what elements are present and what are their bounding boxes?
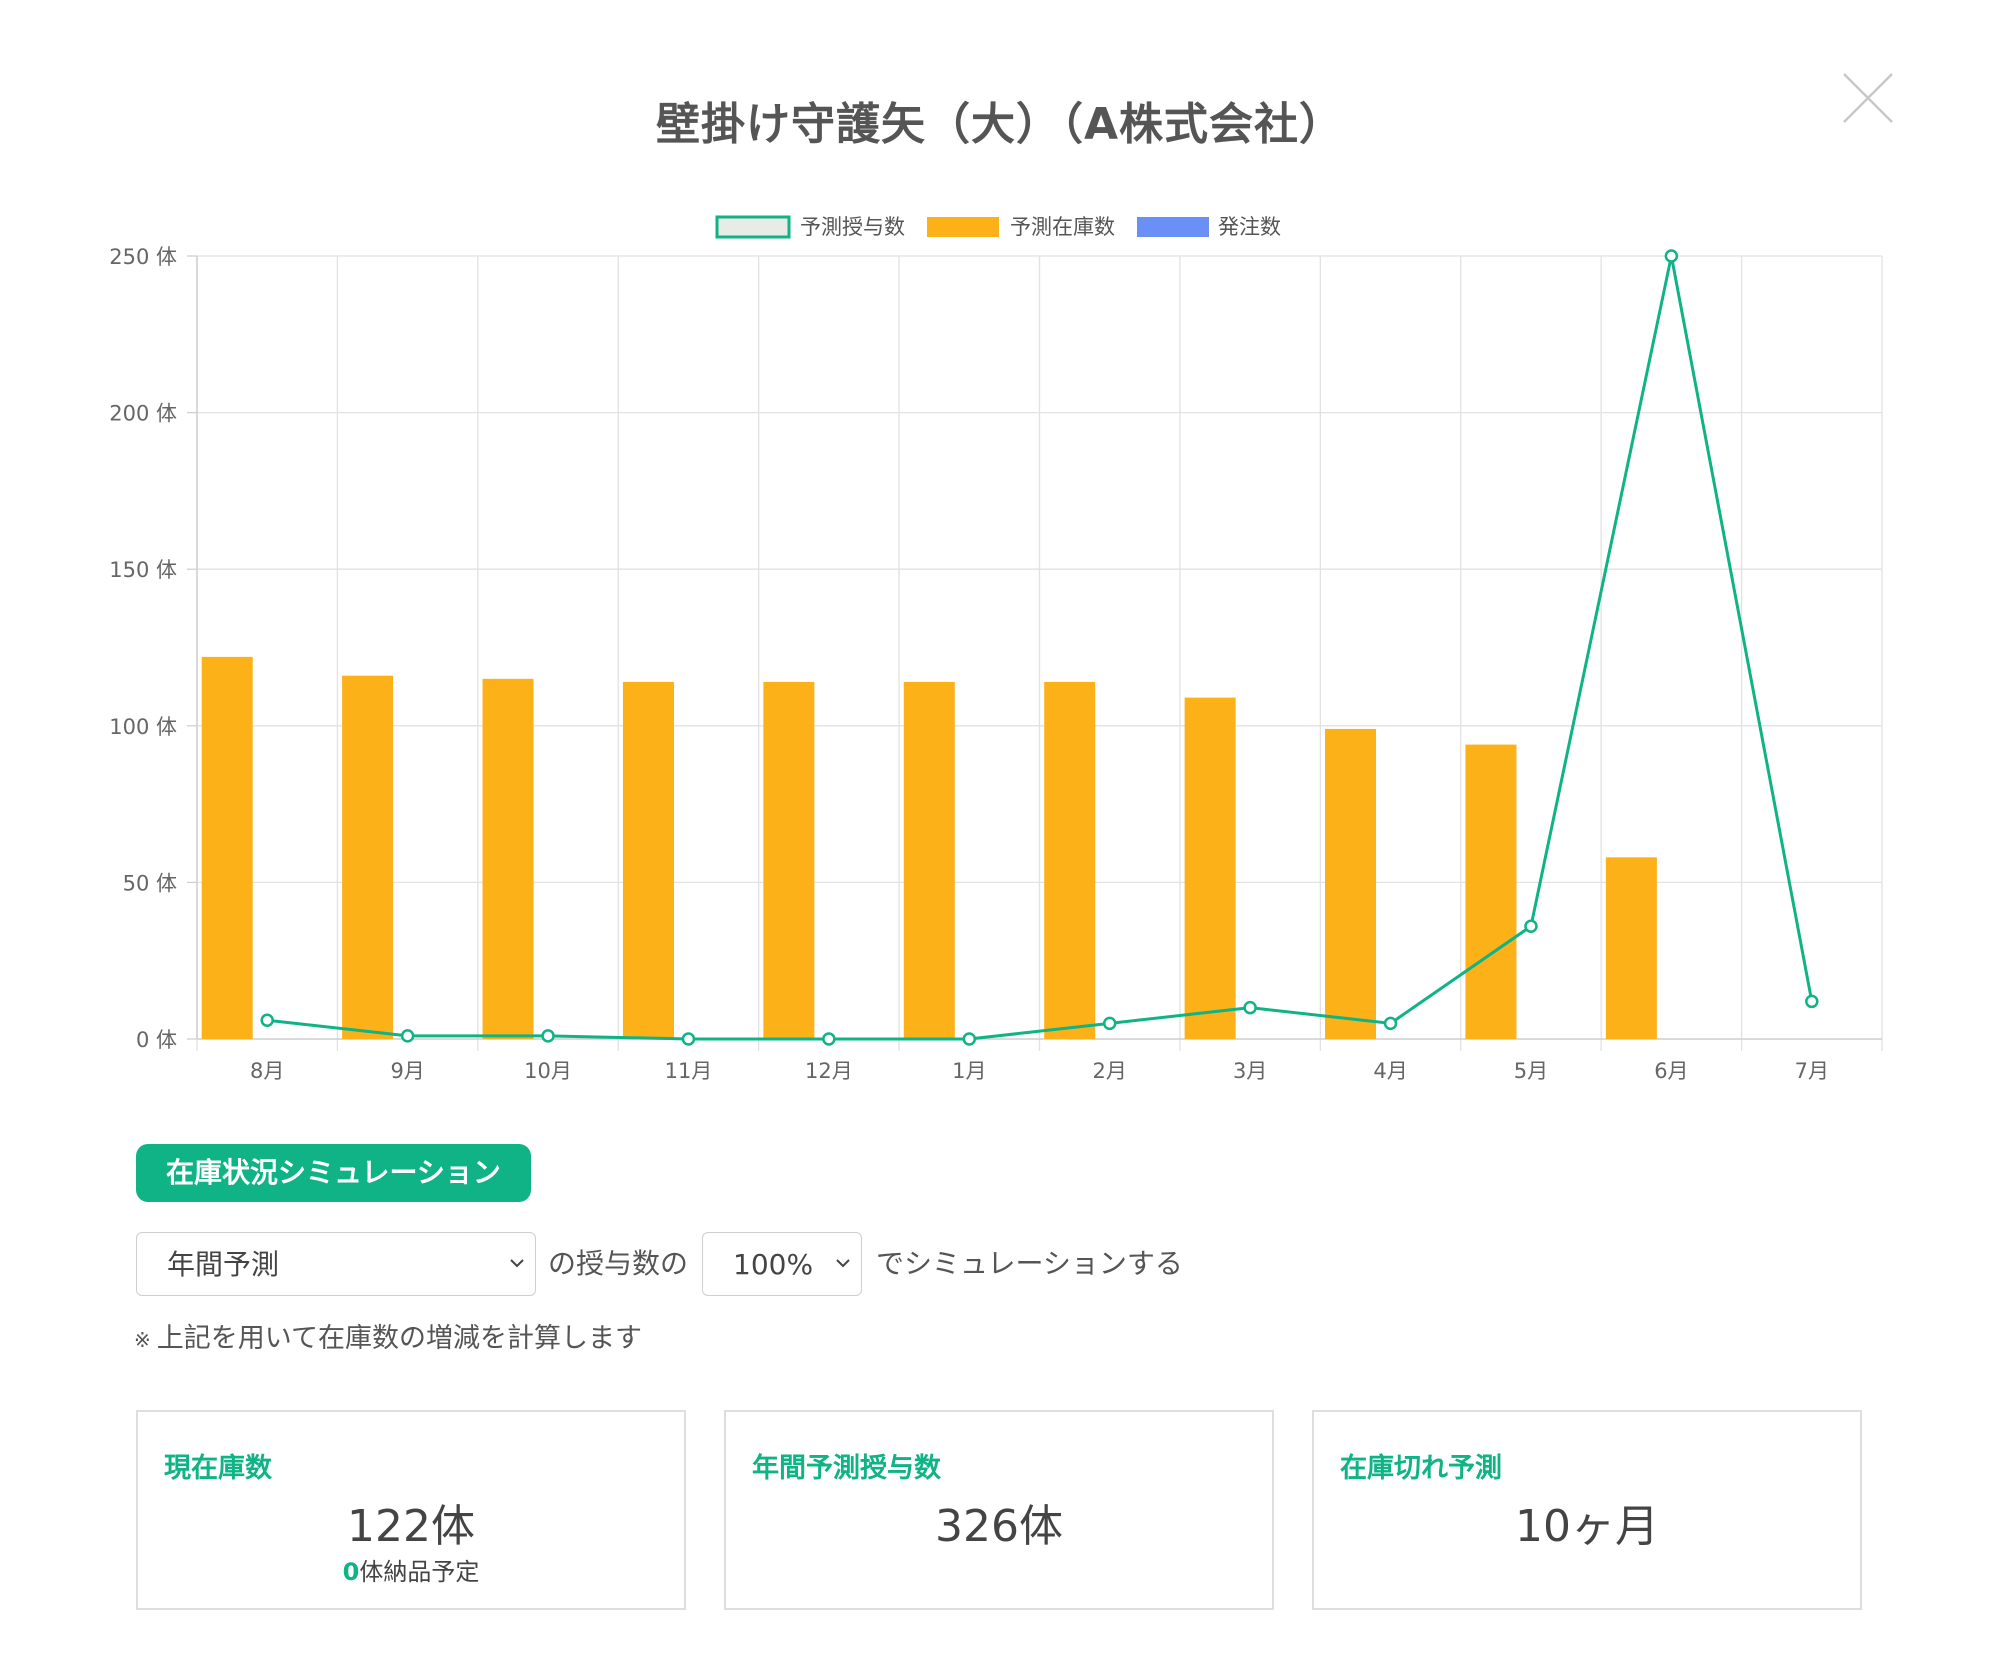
note-mark: ※: [134, 1328, 151, 1352]
line-point: [1102, 1016, 1117, 1031]
chart-container: 0 体 50 体 100 体 150 体 200 体 250 体 8月 9月 10月 11月 12月…: [0, 200, 2000, 1083]
bar-stock: [482, 678, 534, 1039]
x-tick-label: 5月: [1514, 1059, 1548, 1080]
period-select-value: 年間予測: [167, 1248, 280, 1281]
bar-stock: [1605, 857, 1657, 1039]
line-point: [1524, 919, 1538, 933]
bar-stock: [201, 656, 253, 1039]
legend-swatch: [927, 217, 999, 237]
line-point: [822, 1032, 836, 1046]
simulation-note: ※ 上記を用いて在庫数の増減を計算します: [134, 1316, 642, 1355]
simulation-badge: 在庫状況シミュレーション: [136, 1144, 531, 1202]
x-tick-label: 7月: [1795, 1059, 1829, 1080]
bar-stock: [1184, 697, 1236, 1039]
chart: 0 体 50 体 100 体 150 体 200 体 250 体 8月 9月 10月 11月 12月…: [109, 215, 1883, 1083]
x-tick-label: 6月: [1654, 1059, 1688, 1080]
line-point: [1805, 994, 1819, 1009]
legend-label: 予測在庫数: [1010, 215, 1115, 239]
legend-label: 発注数: [1218, 215, 1281, 239]
period-select[interactable]: 年間予測: [136, 1232, 536, 1296]
y-tick-label: 250 体: [109, 245, 177, 269]
y-tick-label: 0 体: [136, 1028, 177, 1052]
line-point: [681, 1032, 696, 1046]
simulation-text-end: でシミュレーションする: [876, 1247, 1183, 1280]
legend-swatch: [715, 215, 791, 239]
close-icon: [1843, 73, 1893, 123]
y-tick-label: 200 体: [109, 402, 177, 426]
stockout-forecast-card: 在庫切れ予測 10ヶ月: [1312, 1410, 1862, 1610]
line-point: [1383, 1016, 1398, 1031]
delivery-count: 0: [342, 1558, 360, 1586]
bar-stock: [1325, 728, 1377, 1039]
y-tick-label: 150 体: [109, 558, 177, 582]
y-tick-label: 50 体: [123, 871, 177, 895]
card-value: 122体: [347, 1501, 475, 1552]
card-label: 年間予測授与数: [752, 1453, 941, 1484]
x-tick-label: 8月: [250, 1059, 284, 1080]
x-tick-label: 11月: [665, 1059, 713, 1080]
current-stock-card: 現在庫数 122体 0体納品予定: [136, 1410, 686, 1610]
line-point: [260, 1013, 274, 1027]
card-label: 現在庫数: [164, 1453, 272, 1484]
legend-swatch: [1137, 217, 1209, 237]
line-point: [541, 1029, 555, 1043]
card-value: 326体: [935, 1501, 1063, 1552]
x-tick-label: 2月: [1093, 1059, 1127, 1080]
percent-select-value: 100%: [733, 1248, 814, 1281]
line-point: [400, 1029, 415, 1043]
delivery-text: 体納品予定: [359, 1558, 480, 1586]
modal-title: 壁掛け守護矢（大）（A株式会社）: [655, 99, 1345, 150]
bar-stock: [1465, 744, 1517, 1039]
line-forecast-grants: [267, 255, 1814, 1041]
bar-stock: [763, 681, 815, 1039]
x-tick-label: 4月: [1373, 1059, 1407, 1080]
chevron-down-icon: [836, 1259, 850, 1268]
bar-stock: [342, 675, 394, 1039]
bar-stock: [622, 681, 674, 1039]
card-value: 10ヶ月: [1515, 1501, 1659, 1552]
card-label: 在庫切れ予測: [1340, 1453, 1502, 1484]
card-sub: 0体納品予定: [138, 1552, 684, 1587]
y-tick-label: 100 体: [109, 715, 177, 739]
x-tick-label: 10月: [524, 1059, 572, 1080]
x-tick-label: 3月: [1233, 1059, 1267, 1080]
close-button[interactable]: [1840, 70, 1896, 126]
bar-stock: [1044, 681, 1096, 1039]
line-point: [1664, 249, 1679, 263]
line-point: [962, 1032, 977, 1046]
annual-forecast-card: 年間予測授与数 326体: [724, 1410, 1274, 1610]
percent-select[interactable]: 100%: [702, 1232, 862, 1296]
note-text: 上記を用いて在庫数の増減を計算します: [156, 1323, 642, 1354]
chevron-down-icon: [510, 1259, 524, 1268]
x-tick-label: 12月: [805, 1059, 853, 1080]
simulation-text-mid: の授与数の: [548, 1247, 689, 1280]
line-point: [1243, 1000, 1257, 1015]
bar-stock: [903, 681, 955, 1039]
legend-label: 予測授与数: [800, 215, 905, 239]
x-tick-label: 1月: [952, 1059, 986, 1080]
x-tick-label: 9月: [390, 1059, 424, 1080]
